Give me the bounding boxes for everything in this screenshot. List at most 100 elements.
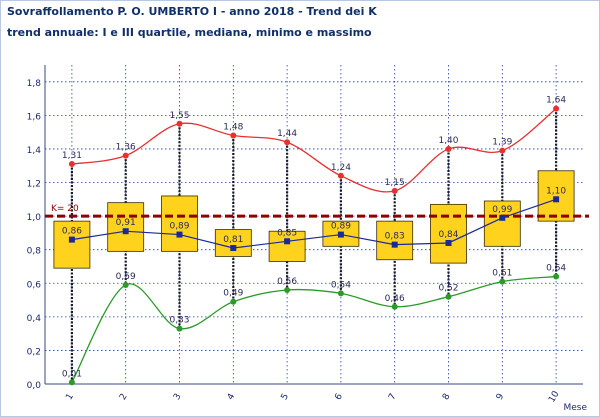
y-tick-label: 1,0 — [27, 213, 42, 223]
median-point — [230, 245, 237, 252]
median-point — [176, 231, 183, 238]
y-tick-label: 1,8 — [27, 79, 42, 89]
data-label: 1,48 — [223, 123, 243, 133]
x-tick-label: 4 — [226, 392, 238, 402]
data-label: 1,44 — [277, 129, 297, 139]
data-label: 0,01 — [62, 369, 82, 379]
chart-title: Sovraffollamento P. O. UMBERTO I - anno … — [7, 5, 377, 18]
series-points — [68, 105, 560, 386]
median-point — [553, 196, 560, 203]
max-point — [284, 139, 291, 146]
max-point — [122, 152, 129, 159]
data-label: 1,24 — [331, 163, 351, 173]
data-label: 0,46 — [385, 294, 405, 304]
data-label: 1,36 — [116, 143, 136, 153]
data-label: 0,59 — [116, 272, 136, 282]
median-point — [284, 238, 291, 245]
y-tick-label: 0,2 — [27, 347, 41, 357]
data-label: 0,83 — [385, 232, 405, 242]
max-point — [391, 187, 398, 194]
x-tick-label: 6 — [333, 392, 345, 402]
x-tick-label: 3 — [172, 392, 184, 402]
data-label: 0,84 — [438, 230, 458, 240]
min-line — [71, 275, 557, 383]
min-point — [445, 293, 452, 300]
y-tick-label: 1,4 — [27, 146, 42, 156]
data-label: 1,64 — [546, 96, 566, 106]
max-line — [71, 108, 557, 193]
quartile-box — [430, 203, 467, 264]
data-label: 0,85 — [277, 228, 297, 238]
x-tick-label: 8 — [441, 392, 453, 402]
max-point — [176, 120, 183, 127]
median-point — [445, 239, 452, 246]
quartile-box — [537, 170, 575, 222]
y-tick-label: 0,8 — [27, 247, 42, 257]
data-label: 0,54 — [331, 280, 351, 290]
boxes — [53, 170, 575, 269]
series-lines — [71, 108, 557, 383]
median-point — [499, 214, 506, 221]
data-label: 1,10 — [546, 186, 566, 196]
x-axis-label: Mese — [563, 403, 587, 413]
quartile-box — [214, 229, 252, 257]
median-point — [68, 236, 75, 243]
max-point — [68, 161, 75, 168]
data-label: 0,89 — [331, 222, 351, 232]
quartile-box — [376, 220, 414, 261]
quartile-box — [107, 202, 145, 252]
data-label: 0,81 — [223, 235, 243, 245]
axes — [44, 65, 583, 385]
min-point — [176, 325, 183, 332]
chart-subtitle: trend annuale: I e III quartile, mediana… — [7, 26, 372, 39]
min-point — [122, 281, 129, 288]
max-point — [553, 105, 560, 112]
x-tick-label: 2 — [118, 392, 130, 402]
x-tick-label: 1 — [64, 392, 76, 402]
y-tick-label: 0,6 — [27, 280, 42, 290]
data-label: 0,99 — [492, 205, 512, 215]
data-labels: 1,31 1,36 1,55 1,48 1,44 1,24 1,15 1,40 1,39 1,64… — [62, 96, 567, 380]
min-point — [391, 303, 398, 310]
x-tick-label: 9 — [495, 392, 507, 402]
data-label: 0,33 — [169, 316, 189, 326]
data-label: 0,61 — [492, 269, 512, 279]
min-point — [230, 298, 237, 305]
median-point — [122, 228, 129, 235]
max-point — [337, 172, 344, 179]
max-point — [499, 147, 506, 154]
data-label: 1,55 — [169, 111, 189, 121]
quartile-box — [53, 220, 91, 269]
data-label: 1,31 — [62, 151, 82, 161]
quartile-box — [268, 230, 306, 262]
min-point — [68, 379, 75, 386]
y-tick-label: 1,2 — [27, 180, 41, 190]
data-label: 0,86 — [62, 227, 82, 237]
data-label: 0,52 — [438, 284, 458, 294]
x-tick-label: 5 — [280, 392, 292, 402]
min-point — [499, 278, 506, 285]
data-label: 1,15 — [385, 178, 405, 188]
data-label: 0,49 — [223, 289, 243, 299]
max-point — [230, 132, 237, 139]
quartile-box — [161, 195, 198, 252]
data-label: 0,56 — [277, 277, 297, 287]
y-tick-label: 1,6 — [27, 112, 42, 122]
min-point — [284, 286, 291, 293]
median-point — [337, 231, 344, 238]
data-label: 1,40 — [438, 136, 458, 146]
reference-line: K= 20 — [45, 204, 589, 218]
x-tick-label: 10 — [547, 389, 562, 404]
tick-labels: 0,0 0,2 0,4 0,6 0,8 1,0 1,2 1,4 1,6 1,8 1 2 3 4 5 6 7 8 9 1… — [27, 79, 588, 413]
x-tick-label: 7 — [387, 392, 399, 402]
max-point — [445, 145, 452, 152]
median-line — [71, 198, 557, 249]
median-point — [391, 241, 398, 248]
y-tick-label: 0,0 — [27, 381, 42, 391]
data-label: 1,39 — [492, 138, 512, 148]
data-label: 0,64 — [546, 264, 566, 274]
data-label: 0,91 — [116, 218, 136, 228]
min-point — [337, 290, 344, 297]
data-label: 0,89 — [169, 222, 189, 232]
